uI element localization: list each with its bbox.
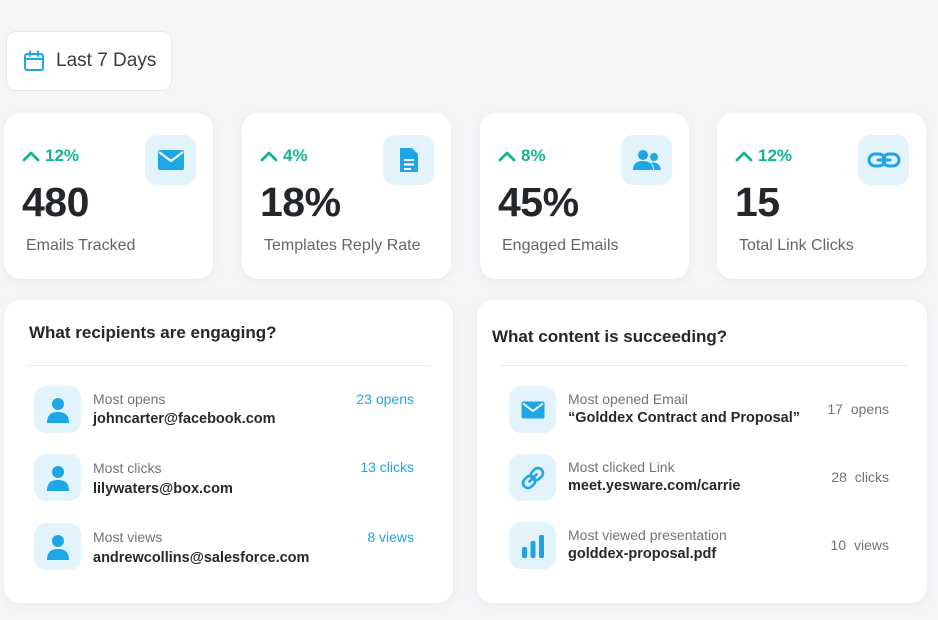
list-item[interactable]: Most views andrewcollins@salesforce.com … <box>4 522 453 578</box>
trend-up-icon <box>22 151 40 162</box>
user-icon <box>34 523 81 570</box>
row-value[interactable]: meet.yesware.com/carrie <box>568 478 741 494</box>
row-metric: 10 views <box>830 537 889 553</box>
content-panel: What content is succeeding? Most opened … <box>477 300 927 603</box>
stat-card-templates-reply-rate: 4% 18% Templates Reply Rate <box>242 113 451 279</box>
bar-chart-icon <box>509 522 556 569</box>
list-item[interactable]: Most clicked Link meet.yesware.com/carri… <box>477 453 927 509</box>
row-value[interactable]: andrewcollins@salesforce.com <box>93 550 310 566</box>
row-value[interactable]: “Golddex Contract and Proposal” <box>568 410 801 426</box>
list-item[interactable]: Most viewed presentation golddex-proposa… <box>477 521 927 577</box>
recipients-panel: What recipients are engaging? Most opens… <box>4 300 453 603</box>
trend-up-icon <box>735 151 753 162</box>
stat-card-emails-tracked: 12% 480 Emails Tracked <box>4 113 213 279</box>
stat-value: 45% <box>498 179 579 225</box>
envelope-icon <box>509 386 556 433</box>
calendar-icon <box>24 50 44 71</box>
stat-value: 480 <box>22 179 89 225</box>
link-icon <box>509 454 556 501</box>
row-metric: 28 clicks <box>831 469 889 485</box>
row-metric: 23 opens <box>356 391 414 407</box>
date-range-label: Last 7 Days <box>56 50 157 71</box>
row-label: Most viewed presentation <box>568 527 727 543</box>
envelope-icon <box>145 135 196 185</box>
panel-title: What recipients are engaging? <box>29 323 277 342</box>
users-icon <box>621 135 672 185</box>
trend-indicator: 8% <box>498 146 546 166</box>
date-range-button[interactable]: Last 7 Days <box>6 31 172 91</box>
stat-caption: Total Link Clicks <box>739 237 854 254</box>
row-label: Most views <box>93 529 163 545</box>
trend-value: 8% <box>521 146 546 165</box>
trend-up-icon <box>498 151 516 162</box>
row-label: Most opens <box>93 391 166 407</box>
user-icon <box>34 454 81 501</box>
row-value[interactable]: golddex-proposal.pdf <box>568 546 717 562</box>
divider <box>26 365 431 366</box>
stat-value: 15 <box>735 179 780 225</box>
row-metric: 8 views <box>367 529 414 545</box>
trend-indicator: 4% <box>260 146 308 166</box>
row-value[interactable]: lilywaters@box.com <box>93 481 233 497</box>
trend-up-icon <box>260 151 278 162</box>
link-icon <box>858 135 909 185</box>
row-label: Most clicked Link <box>568 459 675 475</box>
list-item[interactable]: Most opened Email “Golddex Contract and … <box>477 385 927 441</box>
stat-value: 18% <box>260 179 341 225</box>
list-item[interactable]: Most clicks lilywaters@box.com 13 clicks <box>4 453 453 509</box>
list-item[interactable]: Most opens johncarter@facebook.com 23 op… <box>4 385 453 441</box>
trend-value: 12% <box>758 146 793 165</box>
stat-caption: Engaged Emails <box>502 237 619 254</box>
divider <box>499 365 907 366</box>
user-icon <box>34 386 81 433</box>
trend-value: 4% <box>283 146 308 165</box>
panel-title: What content is succeeding? <box>492 327 728 346</box>
trend-indicator: 12% <box>22 146 79 166</box>
document-icon <box>383 135 434 185</box>
trend-value: 12% <box>45 146 80 165</box>
row-label: Most clicks <box>93 460 162 476</box>
stat-card-engaged-emails: 8% 45% Engaged Emails <box>480 113 689 279</box>
row-metric: 17 opens <box>827 401 889 417</box>
row-value[interactable]: johncarter@facebook.com <box>93 411 276 427</box>
row-metric: 13 clicks <box>360 459 414 475</box>
trend-indicator: 12% <box>735 146 792 166</box>
stat-caption: Templates Reply Rate <box>264 237 421 254</box>
stat-caption: Emails Tracked <box>26 237 136 254</box>
row-label: Most opened Email <box>568 391 688 407</box>
stat-card-total-link-clicks: 12% 15 Total Link Clicks <box>717 113 926 279</box>
